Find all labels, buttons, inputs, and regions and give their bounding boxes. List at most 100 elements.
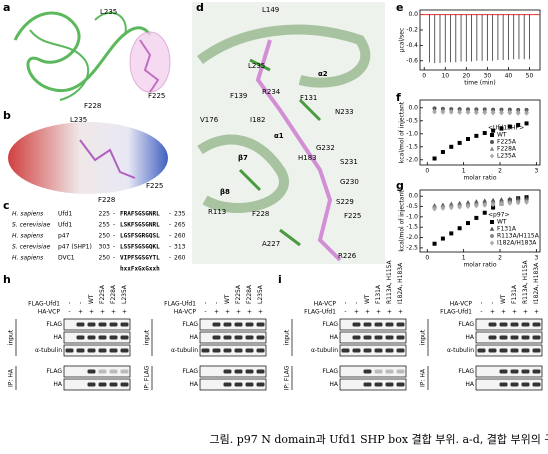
band bbox=[223, 335, 232, 340]
residue-label: F225 bbox=[146, 182, 163, 190]
band bbox=[396, 382, 405, 387]
residue-label: F228 bbox=[84, 102, 101, 110]
point bbox=[449, 205, 454, 211]
point bbox=[515, 110, 521, 116]
legend-marker bbox=[489, 153, 495, 159]
band bbox=[374, 382, 383, 387]
point bbox=[440, 150, 445, 154]
point bbox=[507, 124, 512, 129]
blot-strip bbox=[63, 331, 131, 344]
x-tick-label: 3 bbox=[534, 168, 538, 175]
point bbox=[466, 221, 470, 226]
residue-label: F225 bbox=[148, 92, 165, 100]
point bbox=[491, 205, 496, 210]
y-tick-label: 0.0 bbox=[408, 193, 418, 200]
protein: Ufd1 bbox=[58, 222, 72, 229]
point bbox=[499, 197, 504, 202]
band bbox=[234, 348, 243, 353]
point bbox=[432, 109, 437, 115]
group-label: IP: FLAG bbox=[284, 365, 291, 390]
group-label: IP: HA bbox=[420, 368, 427, 387]
band bbox=[510, 382, 519, 387]
legend-label: F131A bbox=[497, 226, 517, 233]
sequence: LSKFSGSGNRL bbox=[120, 222, 160, 229]
legend-marker bbox=[489, 240, 495, 246]
lane-label: + bbox=[398, 309, 403, 316]
band bbox=[212, 322, 221, 327]
band bbox=[532, 322, 541, 327]
band bbox=[87, 322, 96, 327]
end-position: 235 bbox=[174, 211, 186, 218]
group-label: input bbox=[8, 329, 15, 345]
point bbox=[432, 156, 437, 161]
species: S. cerevisiae bbox=[12, 222, 50, 229]
dash: - bbox=[169, 255, 171, 262]
y-axis-label: kcal/mol of injectant bbox=[399, 190, 406, 252]
band bbox=[76, 348, 85, 353]
point bbox=[524, 110, 529, 116]
row-label: HA bbox=[329, 381, 339, 388]
band bbox=[385, 369, 394, 374]
y-tick-label: -1.5 bbox=[406, 143, 418, 150]
lane-label: WT bbox=[88, 294, 95, 304]
point bbox=[524, 121, 529, 126]
row-label: HA bbox=[465, 334, 475, 341]
end-position: 265 bbox=[174, 222, 186, 229]
blot-strip bbox=[199, 318, 267, 331]
band bbox=[245, 335, 254, 340]
lane-label: I182A, H183A bbox=[397, 262, 404, 304]
band bbox=[223, 382, 232, 387]
y-tick-label: 0.0 bbox=[408, 104, 418, 111]
legend-label: I182A/H183A bbox=[497, 240, 537, 247]
row-label: HA bbox=[53, 334, 63, 341]
panel-label: i bbox=[278, 273, 282, 286]
y-tick-label: -0.4 bbox=[406, 42, 418, 49]
residue-label: L235 bbox=[100, 8, 117, 16]
legend-label: F225A bbox=[497, 139, 517, 146]
panel-label: c bbox=[3, 199, 10, 212]
dash: - bbox=[169, 211, 171, 218]
lane-label: - bbox=[77, 302, 84, 304]
group-label: input bbox=[420, 329, 427, 345]
panel-a-structure bbox=[13, 11, 171, 101]
band bbox=[245, 382, 254, 387]
point bbox=[524, 199, 529, 205]
legend-marker bbox=[490, 133, 494, 137]
point bbox=[440, 109, 446, 115]
row-label: HA bbox=[189, 381, 199, 388]
band bbox=[87, 335, 96, 340]
consensus: hxxFxGxGxxh bbox=[120, 266, 160, 273]
y-tick-label: 0.0 bbox=[408, 11, 418, 18]
lane-label: + bbox=[501, 309, 506, 316]
panel-label: f bbox=[396, 91, 401, 104]
point bbox=[457, 200, 462, 206]
band bbox=[488, 322, 497, 327]
lane-label: WT bbox=[224, 294, 231, 304]
blot-strip bbox=[63, 344, 131, 357]
row-label: α-tubulin bbox=[171, 347, 198, 354]
blot-strip bbox=[63, 318, 131, 331]
y-tick-label: -2.5 bbox=[406, 244, 418, 251]
point bbox=[465, 109, 471, 115]
band bbox=[256, 322, 265, 327]
x-axis-label: molar ratio bbox=[463, 175, 496, 182]
lane-label: WT bbox=[364, 294, 371, 304]
point bbox=[449, 231, 454, 236]
blot-strip bbox=[475, 378, 543, 391]
point bbox=[516, 122, 521, 127]
band bbox=[256, 348, 265, 353]
band bbox=[234, 382, 243, 387]
band bbox=[234, 335, 243, 340]
residue-label: R113 bbox=[208, 208, 226, 216]
blot-strip bbox=[199, 344, 267, 357]
lane-label: + bbox=[534, 309, 539, 316]
band bbox=[98, 335, 107, 340]
point bbox=[457, 109, 462, 115]
lane-label: F131A bbox=[375, 284, 382, 304]
band bbox=[396, 335, 405, 340]
band bbox=[98, 369, 107, 374]
band bbox=[201, 348, 210, 353]
point bbox=[474, 215, 479, 220]
band bbox=[87, 348, 96, 353]
lane-label: F228A bbox=[110, 284, 117, 304]
